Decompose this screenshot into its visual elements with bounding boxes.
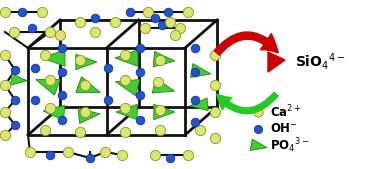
Point [167, 157, 173, 159]
Point [165, 11, 171, 13]
Polygon shape [11, 74, 27, 85]
Point [137, 47, 143, 49]
Point [82, 84, 88, 86]
Point [59, 94, 65, 96]
Point [77, 131, 83, 133]
Polygon shape [268, 52, 285, 72]
Point [57, 34, 63, 36]
Point [212, 84, 218, 86]
FancyArrowPatch shape [217, 92, 278, 114]
Point [2, 54, 8, 56]
Polygon shape [154, 104, 175, 120]
Point [152, 17, 158, 19]
Point [92, 31, 98, 33]
Point [65, 151, 71, 153]
Point [39, 11, 45, 13]
Point [59, 119, 65, 121]
Point [167, 21, 173, 23]
Polygon shape [43, 105, 65, 120]
Polygon shape [42, 50, 65, 66]
Point [152, 154, 158, 156]
Polygon shape [76, 77, 100, 92]
Point [27, 151, 33, 153]
Polygon shape [115, 79, 140, 96]
Point [137, 94, 143, 96]
Point [122, 54, 128, 56]
Text: SiO$_4$$^{4-}$: SiO$_4$$^{4-}$ [295, 52, 345, 73]
Point [12, 99, 18, 101]
Point [29, 27, 35, 29]
Point [105, 67, 111, 69]
Point [112, 21, 118, 23]
Polygon shape [78, 108, 100, 124]
Polygon shape [115, 50, 138, 66]
Point [192, 47, 198, 49]
Point [32, 67, 38, 69]
Point [2, 134, 8, 136]
Point [212, 137, 218, 139]
Point [42, 54, 48, 56]
Point [145, 11, 151, 13]
Point [47, 154, 53, 156]
Polygon shape [152, 78, 175, 93]
Point [32, 99, 38, 101]
Point [82, 111, 88, 113]
Point [172, 34, 178, 36]
Polygon shape [250, 139, 267, 151]
Point [137, 71, 143, 73]
Point [122, 79, 128, 81]
Point [92, 17, 98, 19]
Point [197, 129, 203, 131]
Point [12, 124, 18, 126]
Point [192, 99, 198, 101]
Point [127, 11, 133, 13]
Point [185, 11, 191, 13]
Point [105, 99, 111, 101]
Point [185, 154, 191, 156]
Point [19, 11, 25, 13]
Point [255, 128, 261, 130]
Point [157, 129, 163, 131]
Point [2, 111, 8, 113]
Point [122, 107, 128, 109]
Text: PO$_4$$^{3-}$: PO$_4$$^{3-}$ [270, 137, 309, 155]
Point [157, 109, 163, 111]
Point [77, 21, 83, 23]
Point [2, 84, 8, 86]
Point [47, 107, 53, 109]
Point [137, 119, 143, 121]
Polygon shape [76, 54, 97, 70]
Text: Ca$^{2+}$: Ca$^{2+}$ [270, 104, 302, 120]
Polygon shape [116, 104, 137, 120]
Point [12, 69, 18, 71]
Point [159, 24, 165, 26]
Text: OH$^{-}$: OH$^{-}$ [270, 123, 298, 136]
Point [47, 79, 53, 81]
Point [119, 154, 125, 156]
Polygon shape [191, 64, 211, 78]
Point [212, 111, 218, 113]
Polygon shape [36, 80, 60, 95]
Point [157, 59, 163, 61]
Point [192, 121, 198, 123]
Point [87, 157, 93, 159]
Point [59, 71, 65, 73]
Point [102, 151, 108, 153]
Point [177, 27, 183, 29]
Point [77, 59, 83, 61]
Point [142, 27, 148, 29]
Point [192, 71, 198, 73]
Point [2, 11, 8, 13]
Polygon shape [190, 98, 208, 111]
Point [42, 129, 48, 131]
Polygon shape [153, 52, 175, 67]
Point [255, 111, 261, 113]
Point [122, 131, 128, 133]
Point [47, 31, 53, 33]
Point [59, 47, 65, 49]
Point [11, 31, 17, 33]
FancyArrowPatch shape [214, 32, 278, 55]
Point [155, 81, 161, 83]
Point [212, 54, 218, 56]
